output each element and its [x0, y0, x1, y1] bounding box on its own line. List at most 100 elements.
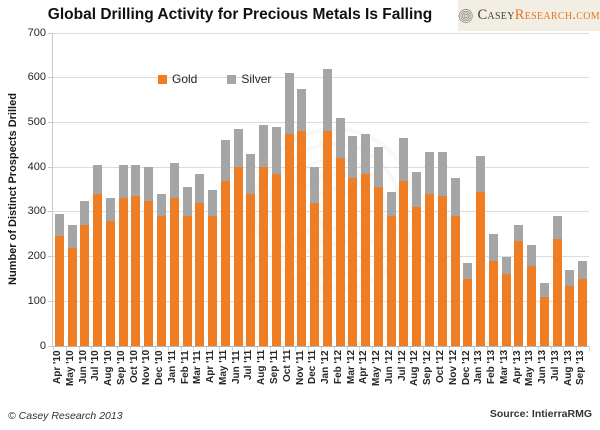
bar-silver-jun-10	[80, 200, 90, 226]
bar-silver-apr-13	[514, 225, 524, 241]
x-tick-mark	[499, 347, 501, 351]
x-tick-mark	[346, 347, 348, 351]
x-axis-label-feb-12: Feb '12	[332, 350, 344, 385]
bar-gold-jan-11	[169, 198, 179, 346]
bar-silver-dec-11	[310, 167, 320, 203]
x-tick-mark	[486, 347, 488, 351]
bar-silver-may-11	[220, 140, 230, 181]
x-axis-label-sep-13: Sep '13	[575, 350, 587, 385]
bar-silver-aug-11	[259, 124, 269, 168]
legend-swatch-gold	[158, 74, 167, 84]
x-axis-label-jul-11: Jul '11	[243, 350, 255, 381]
bar-silver-jul-11	[246, 153, 256, 194]
bar-gold-dec-10	[156, 216, 166, 346]
x-axis-label-mar-11: Mar '11	[192, 350, 204, 384]
bar-silver-sep-10	[118, 164, 128, 199]
bar-gold-aug-11	[259, 167, 269, 346]
y-tick-label-500: 500	[27, 115, 46, 128]
bar-gold-apr-12	[361, 173, 371, 346]
bar-silver-apr-11	[208, 189, 218, 217]
x-tick-mark	[308, 347, 310, 351]
x-axis-label-jul-13: Jul '13	[549, 350, 561, 381]
bar-silver-nov-10	[144, 167, 154, 201]
x-axis-label-mar-13: Mar '13	[498, 350, 510, 385]
bar-silver-apr-10	[54, 214, 64, 237]
bar-gold-apr-10	[54, 236, 64, 346]
x-axis-label-jan-11: Jan '11	[166, 350, 178, 383]
bar-gold-oct-10	[131, 196, 141, 346]
x-tick-mark	[384, 347, 386, 351]
gridline-600	[53, 77, 589, 79]
x-axis-label-aug-11: Aug '11	[256, 350, 268, 386]
y-tick-mark	[48, 77, 53, 79]
x-tick-mark	[372, 347, 374, 351]
x-axis-label-jun-13: Jun '13	[537, 350, 549, 385]
x-tick-mark	[78, 347, 80, 351]
y-tick-label-400: 400	[27, 160, 46, 173]
x-tick-mark	[167, 347, 169, 351]
bar-silver-dec-10	[156, 194, 166, 217]
x-axis-label-jul-10: Jul '10	[90, 350, 102, 381]
x-tick-mark	[257, 347, 259, 351]
x-tick-mark	[104, 347, 106, 351]
bar-silver-sep-13	[578, 261, 588, 279]
x-tick-mark	[525, 347, 527, 351]
spiral-icon	[458, 8, 473, 23]
x-axis-label-jun-12: Jun '12	[383, 350, 395, 385]
x-axis-label-sep-12: Sep '12	[422, 350, 434, 385]
x-tick-mark	[180, 347, 182, 351]
x-tick-mark	[589, 347, 590, 351]
x-tick-mark	[333, 347, 335, 351]
x-axis-label-may-13: May '13	[524, 350, 536, 386]
x-tick-mark	[474, 347, 476, 351]
bar-gold-aug-13	[565, 285, 575, 346]
bar-gold-jun-10	[80, 225, 90, 346]
x-tick-mark	[142, 347, 144, 351]
bar-gold-jun-11	[233, 167, 243, 346]
bar-silver-jul-12	[399, 138, 409, 181]
gridline-100	[53, 300, 589, 302]
x-tick-mark	[448, 347, 450, 351]
x-tick-mark	[193, 347, 195, 351]
x-axis-label-nov-10: Nov '10	[141, 350, 153, 386]
x-tick-mark	[321, 347, 322, 351]
bar-silver-aug-12	[412, 171, 422, 208]
bar-gold-aug-10	[105, 220, 115, 346]
x-axis-label-may-10: May '10	[64, 350, 76, 386]
x-axis-label-jan-13: Jan '13	[473, 350, 485, 384]
bar-silver-sep-11	[271, 126, 281, 174]
x-tick-mark	[563, 347, 565, 351]
x-axis-label-oct-10: Oct '10	[128, 350, 140, 383]
bar-silver-jul-10	[93, 164, 103, 194]
bar-silver-nov-12	[450, 178, 460, 217]
bar-gold-mar-12	[348, 178, 358, 346]
bar-gold-jun-12	[386, 216, 396, 346]
gridline-500	[53, 121, 589, 123]
x-tick-mark	[65, 347, 67, 351]
x-tick-mark	[423, 347, 425, 351]
bar-gold-jul-11	[246, 193, 256, 346]
bar-gold-jan-13	[476, 191, 486, 346]
bar-gold-oct-11	[284, 133, 294, 346]
bar-silver-nov-11	[297, 88, 307, 132]
logo-text-casey: Casey	[477, 7, 515, 23]
x-axis-label-may-11: May '11	[217, 350, 229, 386]
bar-silver-apr-12	[361, 133, 371, 174]
x-axis-label-may-12: May '12	[371, 350, 383, 386]
x-axis-label-sep-10: Sep '10	[115, 350, 127, 385]
x-tick-mark	[435, 347, 437, 351]
x-tick-mark	[91, 347, 93, 351]
y-tick-mark	[48, 32, 53, 34]
bar-silver-mar-12	[348, 135, 358, 179]
gridline-300	[53, 211, 589, 213]
y-tick-label-0: 0	[39, 339, 46, 352]
bar-silver-aug-10	[105, 198, 115, 221]
bar-silver-oct-12	[437, 151, 447, 197]
bar-gold-feb-13	[488, 261, 498, 346]
bar-gold-oct-12	[437, 196, 447, 346]
bar-silver-dec-12	[463, 263, 473, 279]
bar-silver-mar-11	[195, 173, 205, 203]
bar-gold-mar-13	[501, 274, 511, 346]
y-tick-mark	[48, 166, 53, 168]
bar-gold-apr-11	[208, 216, 218, 346]
